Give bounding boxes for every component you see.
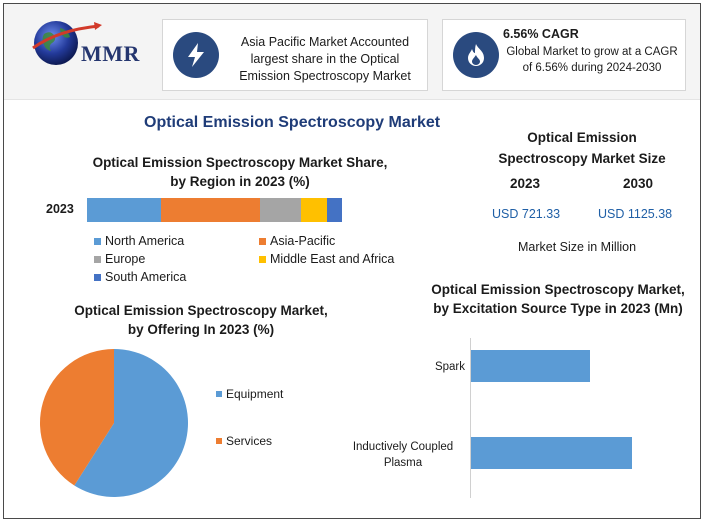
pie-slice-services: [39, 349, 114, 486]
flame-icon: [453, 32, 499, 78]
size-value-2023: USD 721.33: [492, 207, 561, 221]
legend-swatch: [259, 256, 266, 263]
region-highlight-text: Asia Pacific Market Accounted largest sh…: [239, 35, 411, 83]
region-bar-segment-north-america: [87, 198, 161, 222]
offering-chart-title: Optical Emission Spectroscopy Market, by…: [74, 303, 328, 337]
legend-label: Middle East and Africa: [270, 252, 395, 266]
region-bar-year-label: 2023: [46, 202, 74, 216]
cagr-title: 6.56% CAGR: [503, 27, 579, 41]
legend-swatch: [94, 274, 101, 281]
size-year-2030: 2030: [623, 176, 654, 191]
region-bar-segment-europe: [260, 198, 302, 222]
source-bar-spark: [471, 350, 590, 382]
legend-label: North America: [105, 234, 185, 248]
infographic-frame: MMR Asia Pacific Market Accounted larges…: [3, 3, 701, 519]
source-chart-title: Optical Emission Spectroscopy Market, by…: [431, 282, 685, 316]
region-highlight-card: Asia Pacific Market Accounted largest sh…: [162, 19, 428, 91]
legend-swatch: [216, 391, 222, 397]
pie-slice-equipment: [74, 349, 188, 497]
main-title: Optical Emission Spectroscopy Market: [144, 114, 441, 131]
brand-name: MMR: [81, 41, 140, 66]
legend-label: South America: [105, 270, 187, 284]
source-category-label: Spark: [434, 361, 465, 373]
size-value-2030: USD 1125.38: [598, 207, 673, 221]
legend-label: Asia-Pacific: [270, 234, 336, 248]
mmr-logo: [30, 18, 150, 78]
legend-swatch: [94, 238, 101, 245]
source-category-label: Inductively Coupled Plasma: [352, 441, 454, 469]
lightning-bolt-icon: [173, 32, 219, 78]
cagr-highlight-card: 6.56% CAGR Global Market to grow at a CA…: [442, 19, 686, 91]
legend-label: Services: [226, 434, 273, 448]
globe-icon: [32, 21, 102, 65]
legend-swatch: [259, 238, 266, 245]
source-axis-line: [470, 338, 471, 498]
region-bar-segment-south-america: [326, 198, 342, 222]
region-chart-title: Optical Emission Spectroscopy Market Sha…: [92, 155, 388, 189]
cagr-text: Global Market to grow at a CAGR of 6.56%…: [506, 46, 678, 74]
market-size-title: Optical Emission Spectroscopy Market Siz…: [498, 130, 666, 166]
region-bar-segment-asia-pacific: [160, 198, 261, 222]
legend-swatch: [94, 256, 101, 263]
market-size-note: Market Size in Million: [518, 240, 637, 254]
source-bar-inductively-coupled-plasma: [471, 437, 632, 469]
legend-swatch: [216, 438, 222, 444]
size-year-2023: 2023: [510, 176, 541, 191]
legend-label: Europe: [105, 252, 146, 266]
offering-pie-chart: [38, 347, 190, 504]
region-bar-segment-middle-east-and-africa: [301, 198, 327, 222]
region-stacked-bar: [87, 198, 342, 222]
legend-label: Equipment: [226, 387, 284, 401]
